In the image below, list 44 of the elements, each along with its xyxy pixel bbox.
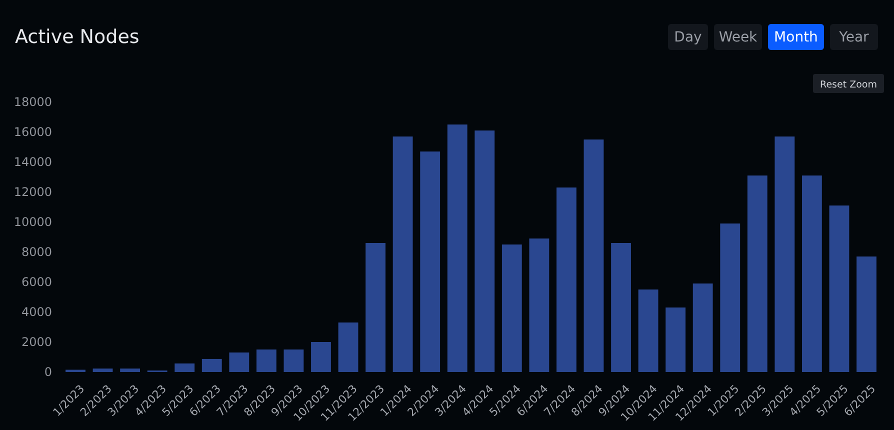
y-tick-label: 6000 (21, 275, 52, 289)
y-tick-label: 4000 (21, 305, 52, 319)
bar (420, 152, 440, 372)
y-tick-label: 10000 (14, 215, 52, 229)
text: Week (718, 30, 758, 46)
y-tick-label: 8000 (21, 245, 52, 259)
y-tick-label: 16000 (14, 125, 52, 139)
y-tick-label: 14000 (14, 155, 52, 169)
bar (474, 130, 495, 372)
text: Day (674, 30, 702, 46)
bar (638, 290, 658, 372)
text: Month (774, 30, 818, 46)
bar (529, 238, 550, 372)
bar (611, 243, 631, 372)
text: Reset Zoom (820, 80, 877, 90)
bar (284, 350, 304, 372)
bar (311, 342, 331, 372)
bar (666, 308, 686, 372)
bar (256, 350, 276, 372)
bar (747, 176, 768, 372)
y-tick-label: 12000 (14, 185, 52, 199)
bar (802, 176, 822, 372)
bar (447, 124, 468, 372)
bar (366, 243, 386, 372)
y-tick-label: 18000 (14, 95, 52, 109)
chart-title: Active Nodes (15, 26, 140, 48)
bar (392, 136, 413, 372)
bar (120, 368, 140, 372)
bar (829, 206, 850, 372)
bar (502, 244, 522, 372)
y-tick-label: 0 (44, 365, 52, 379)
bar (556, 188, 576, 372)
bar (774, 136, 795, 372)
bar (202, 358, 222, 372)
bar (338, 322, 358, 372)
bar (174, 363, 195, 372)
bar (692, 284, 713, 372)
bar (92, 368, 113, 372)
y-tick-label: 2000 (21, 335, 52, 349)
bar (229, 352, 250, 372)
bar (720, 224, 740, 372)
text: Year (838, 30, 870, 46)
bar (584, 140, 604, 372)
bar (856, 256, 876, 372)
